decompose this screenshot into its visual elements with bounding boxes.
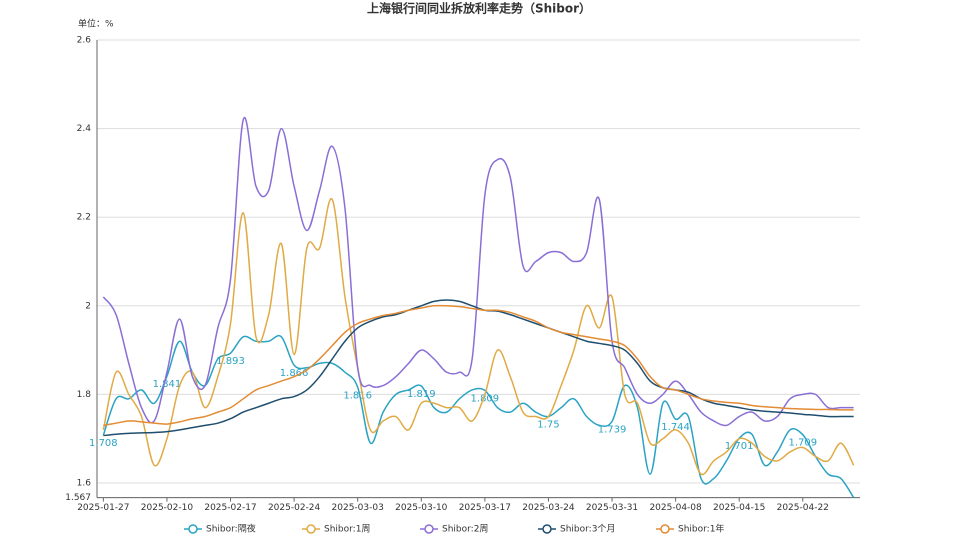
legend-label: Shibor:隔夜: [206, 523, 256, 535]
data-label: 1.893: [216, 356, 245, 367]
x-tick-label: 2025-03-31: [586, 503, 638, 513]
chart-title: 上海银行间同业拆放利率走势（Shibor）: [367, 1, 591, 16]
x-tick-label: 2025-02-10: [141, 503, 194, 513]
x-tick-label: 2025-04-22: [777, 503, 829, 513]
x-tick-label: 2025-04-15: [713, 503, 765, 513]
legend-icon: [424, 524, 434, 534]
legend-item[interactable]: Shibor:2周: [420, 524, 488, 535]
y-tick-label: 1.8: [77, 390, 92, 400]
data-label: 1.701: [725, 441, 754, 452]
data-label: 1.739: [598, 424, 627, 435]
series-line: [103, 304, 854, 427]
legend-label: Shibor:1年: [678, 523, 724, 535]
data-label: 1.816: [343, 390, 372, 401]
y-tick-label: 2.4: [77, 124, 92, 134]
legend-item[interactable]: Shibor:1年: [656, 523, 724, 535]
series-line: [102, 116, 854, 427]
y-tick-label: 2.2: [77, 213, 91, 223]
data-label: 1.709: [788, 438, 817, 449]
legend-icon: [188, 524, 198, 534]
x-tick-label: 2025-01-27: [77, 503, 129, 513]
data-label: 1.708: [89, 438, 118, 449]
legend-icon: [542, 524, 552, 534]
data-label: 1.809: [471, 393, 500, 404]
y-tick-label: 2.6: [77, 36, 92, 46]
x-tick-label: 2025-03-10: [395, 503, 448, 513]
legend-label: Shibor:1周: [324, 524, 370, 535]
y-tick-label: 1.567: [65, 493, 91, 503]
data-label: 1.866: [280, 368, 309, 379]
x-tick-label: 2025-02-24: [268, 503, 321, 513]
y-tick-label: 1.6: [77, 478, 92, 488]
legend-item[interactable]: Shibor:3个月: [538, 524, 615, 535]
x-tick-label: 2025-04-08: [649, 503, 702, 513]
x-tick-label: 2025-03-17: [459, 503, 511, 513]
legend-icon: [660, 524, 670, 534]
series-line: [103, 299, 854, 437]
x-tick-label: 2025-02-17: [204, 503, 256, 513]
legend-label: Shibor:3个月: [560, 524, 615, 535]
data-label: 1.841: [153, 379, 182, 390]
data-label: 1.819: [407, 389, 436, 400]
legend-item[interactable]: Shibor:隔夜: [184, 523, 256, 535]
y-tick-label: 2: [85, 301, 91, 311]
data-label: 1.744: [661, 422, 690, 433]
x-tick-label: 2025-03-03: [332, 503, 384, 513]
y-axis-label: 单位：%: [78, 18, 114, 30]
legend-item[interactable]: Shibor:1周: [302, 524, 370, 535]
data-label: 1.75: [537, 420, 559, 431]
legend-icon: [306, 524, 316, 534]
series-line: [102, 334, 855, 499]
series-line: [102, 197, 855, 476]
x-tick-label: 2025-03-24: [522, 503, 575, 513]
legend-label: Shibor:2周: [442, 524, 488, 535]
